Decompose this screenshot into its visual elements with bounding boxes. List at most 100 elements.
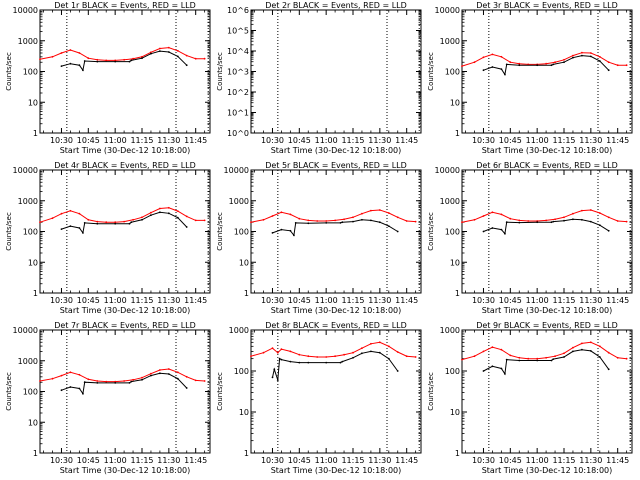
plot-frame	[39, 329, 211, 454]
lld-point	[194, 379, 197, 382]
lld-series-line	[250, 341, 416, 358]
x-tick-label: 11:45	[606, 456, 629, 465]
events-point	[504, 373, 506, 375]
x-tick-label: 11:45	[395, 136, 418, 145]
lld-point	[572, 212, 574, 215]
lld-point	[387, 345, 390, 348]
events-point	[341, 221, 344, 224]
events-point	[378, 221, 381, 224]
lld-point	[262, 351, 265, 354]
lld-point	[378, 341, 381, 344]
lld-point	[461, 65, 463, 67]
x-tick-label: 11:15	[552, 296, 575, 305]
lld-series-line	[461, 52, 627, 67]
x-tick-label: 11:30	[368, 296, 391, 305]
events-point	[271, 376, 274, 379]
lld-series-line	[250, 209, 416, 223]
events-point	[598, 356, 601, 358]
events-point	[387, 357, 390, 360]
lld-point	[405, 220, 408, 222]
events-point	[339, 222, 342, 224]
events-point	[293, 234, 295, 237]
y-tick-label: 1000	[18, 37, 38, 46]
lld-point	[167, 368, 170, 370]
lld-point	[276, 351, 279, 354]
panel-title: Det 5r BLACK = Events, RED = LLD	[265, 161, 407, 170]
lld-point	[114, 221, 117, 224]
y-tick-label: 10^3	[227, 68, 249, 77]
lld-point	[114, 380, 117, 383]
lld-point	[289, 350, 292, 353]
events-point	[82, 232, 84, 234]
lld-point	[132, 57, 135, 60]
lld-point	[482, 350, 485, 353]
lld-point	[589, 209, 592, 211]
y-tick-label: 10	[450, 258, 460, 267]
lld-point	[589, 52, 592, 54]
x-tick-label: 11:00	[315, 296, 338, 305]
x-tick-label: 11:45	[395, 296, 418, 305]
lld-point	[414, 356, 417, 358]
lld-point	[625, 64, 628, 67]
events-point	[176, 216, 179, 219]
plot-frame	[250, 9, 422, 134]
lld-point	[176, 371, 179, 374]
lld-point	[203, 380, 206, 382]
x-tick-label: 11:30	[579, 296, 602, 305]
events-point	[352, 356, 354, 359]
y-axis-label: Counts/sec	[216, 212, 224, 251]
lld-point	[334, 219, 336, 222]
x-tick-label: 11:00	[104, 296, 127, 305]
events-point	[276, 379, 279, 381]
events-point	[378, 351, 381, 354]
events-series-line	[483, 349, 610, 376]
x-axis-label: Start Time (30-Dec-12 10:18:00)	[482, 306, 613, 315]
events-point	[159, 211, 161, 214]
events-point	[482, 370, 485, 372]
panel-title: Det 3r BLACK = Events, RED = LLD	[476, 1, 618, 10]
y-tick-label: 1	[33, 289, 38, 298]
lld-point	[39, 58, 41, 61]
panel-3: Det 3r BLACK = Events, RED = LLD Counts/s…	[427, 1, 633, 155]
lld-point	[352, 216, 354, 219]
panel-title: Det 4r BLACK = Events, RED = LLD	[54, 161, 196, 170]
lld-point	[518, 356, 521, 359]
lld-point	[203, 219, 206, 222]
events-point	[289, 360, 292, 363]
y-tick-label: 10^1	[227, 109, 249, 118]
events-point	[572, 56, 574, 59]
events-point	[491, 365, 494, 368]
x-tick-label: 11:45	[606, 136, 629, 145]
lld-point	[289, 213, 292, 216]
lld-point	[307, 355, 310, 358]
events-point	[552, 358, 555, 360]
events-point	[307, 361, 310, 364]
lld-point	[343, 353, 345, 356]
events-point	[536, 359, 539, 362]
events-point	[185, 226, 188, 228]
y-tick-label: 100	[23, 228, 38, 237]
lld-point	[185, 54, 188, 57]
lld-point	[87, 378, 90, 381]
lld-point	[78, 52, 81, 54]
events-point	[607, 229, 610, 232]
lld-point	[159, 369, 161, 371]
events-point	[589, 350, 592, 352]
events-point	[69, 386, 72, 388]
y-axis-label: Counts/sec	[427, 52, 435, 91]
events-point	[130, 380, 133, 383]
events-point	[159, 372, 161, 375]
lld-point	[545, 356, 547, 359]
events-point	[114, 222, 117, 225]
plot-frame	[250, 329, 422, 454]
lld-point	[461, 221, 463, 224]
x-tick-label: 11:30	[579, 136, 602, 145]
panel-title: Det 6r BLACK = Events, RED = LLD	[476, 161, 618, 170]
lld-point	[545, 219, 547, 222]
x-tick-label: 10:30	[261, 296, 284, 305]
lld-point	[69, 49, 72, 51]
events-point	[176, 377, 179, 380]
lld-point	[250, 355, 252, 358]
x-tick-label: 11:30	[579, 456, 602, 465]
